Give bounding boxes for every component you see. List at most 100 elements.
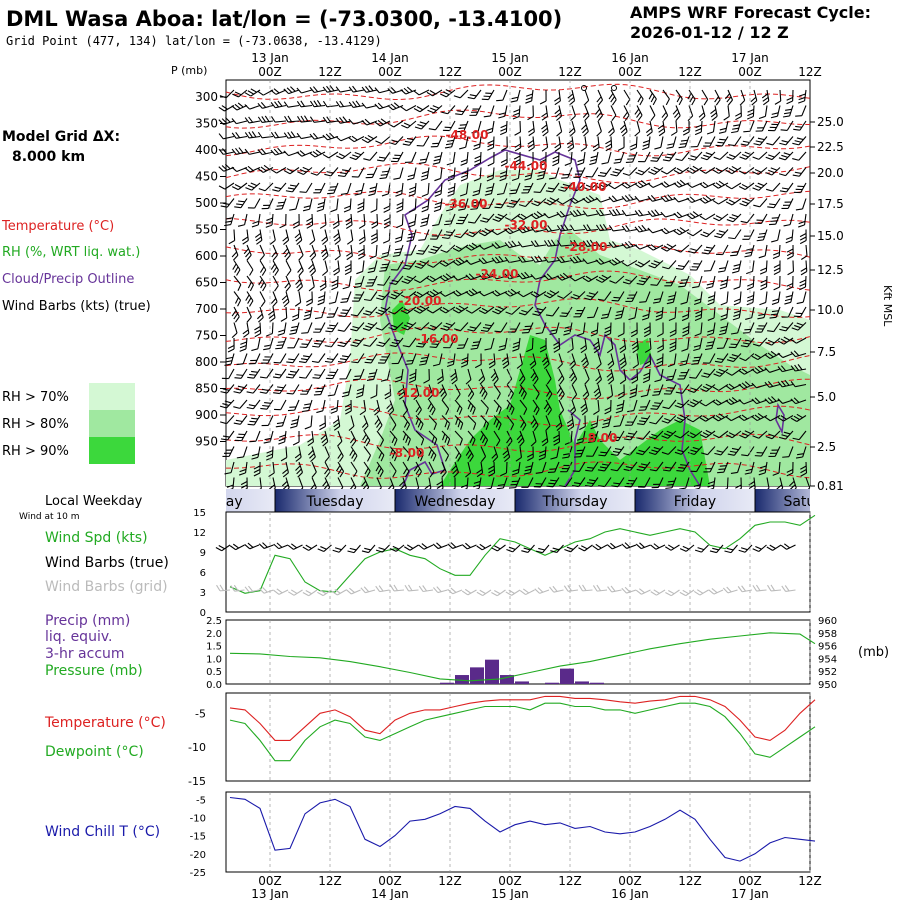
wind-barb [660, 227, 677, 235]
wind-barb [764, 381, 781, 388]
wind-barb [450, 368, 458, 385]
wind-barb [340, 291, 352, 303]
wind-barb [769, 306, 781, 319]
wind-barb [220, 384, 235, 394]
wind-barb [630, 322, 638, 338]
wind-barb [259, 260, 267, 276]
wind-barb [440, 322, 456, 331]
wind-barb [231, 322, 238, 339]
wind-barb [322, 100, 339, 108]
temperature-panel: -5 -10 -15 [188, 692, 816, 788]
wind-barb [793, 306, 807, 318]
surface-wind-barb [535, 544, 550, 554]
surface-wind-barb [606, 542, 622, 550]
wind-barb [402, 136, 417, 146]
wind-barb [530, 368, 539, 385]
wind-barb [321, 260, 329, 276]
wind-barb [733, 275, 742, 290]
wind-barb [415, 415, 424, 431]
wind-barb [275, 415, 287, 428]
wind-barb [530, 255, 547, 263]
wind-barb [638, 399, 651, 411]
wind-barb [379, 260, 391, 272]
wind-barb [713, 213, 729, 222]
wind-barb [752, 151, 768, 160]
wind-barb [389, 415, 397, 431]
wind-barb [284, 115, 300, 123]
surface-wind-barb [332, 544, 347, 553]
pressure-tick-label: 954 [818, 654, 837, 665]
wind-barb [312, 337, 326, 348]
wind-barb [261, 198, 274, 210]
wind-barb [451, 461, 460, 478]
wind-barb [402, 260, 417, 270]
pressure-units: (mb) [858, 645, 889, 660]
wind-barb [246, 275, 254, 292]
wind-barb [600, 306, 612, 320]
temperature-contour-label: -32.00 [505, 218, 548, 232]
wind-barb [394, 229, 404, 243]
wind-barb [426, 306, 443, 314]
wind-barb [648, 89, 657, 106]
bottom-hour-label: 00Z [618, 874, 642, 888]
wind-barb [257, 131, 274, 139]
wind-barb [268, 306, 276, 323]
wind-barb [742, 322, 755, 334]
wind-barb [701, 244, 716, 255]
wind-barb [389, 275, 404, 285]
wind-barb [541, 136, 549, 152]
precip-bar [560, 668, 574, 684]
wind-barb [309, 229, 316, 245]
wind-barb [532, 384, 540, 400]
top-date-label: 13 Jan [251, 51, 289, 65]
wind-barb [648, 260, 664, 269]
wind-barb [430, 229, 443, 240]
wind-barb [573, 167, 586, 178]
wind-barb [652, 291, 664, 304]
wind-barb [348, 135, 365, 143]
wind-barb [413, 305, 430, 314]
wind-barb [772, 461, 781, 476]
wind-barb [274, 399, 287, 411]
wind-barb [413, 291, 430, 298]
pressure-tick-label: 750 [195, 329, 218, 343]
wind-barb [703, 136, 716, 147]
wind-barb [739, 89, 746, 106]
wind-barb [608, 89, 617, 106]
wind-barb [693, 291, 703, 306]
wind-barb [363, 151, 378, 161]
temperature-contour-label: -24.00 [476, 267, 519, 281]
kft-tick-label: 17.5 [817, 197, 844, 211]
wind-barb [725, 198, 742, 206]
wind-barb [595, 209, 612, 217]
wind-barb [687, 89, 696, 106]
wind-barb [728, 337, 742, 349]
wind-barb [543, 290, 560, 299]
wind-barb [536, 167, 547, 181]
wind-barb [517, 291, 534, 298]
wind-barb [590, 415, 599, 430]
wind-barb [582, 239, 599, 247]
grid-wind-barb [331, 589, 347, 596]
wind-barb [404, 244, 417, 256]
surface-wind-barb [432, 542, 448, 550]
wind-barb [304, 415, 313, 430]
wind-barb [700, 229, 716, 238]
wind-barb [557, 368, 565, 385]
wind-barb [623, 430, 638, 441]
wind-barb [416, 244, 430, 255]
wind-barb [779, 430, 794, 440]
wind-barb [266, 446, 274, 461]
wind-barb [662, 151, 677, 162]
wind-barb [351, 353, 365, 364]
wind-barb [604, 322, 612, 337]
page-title: DML Wasa Aboa: lat/lon = (-73.0300, -13.… [6, 7, 562, 31]
wind-barb [400, 291, 417, 299]
wind-barb [439, 306, 456, 314]
wind-barb [389, 430, 398, 446]
wind-barb [278, 430, 287, 445]
dewpoint-panel-label: Dewpoint (°C) [45, 744, 144, 760]
wind-barb [530, 415, 539, 432]
grid-wind-barb [404, 584, 419, 592]
wind-barb [433, 198, 443, 212]
